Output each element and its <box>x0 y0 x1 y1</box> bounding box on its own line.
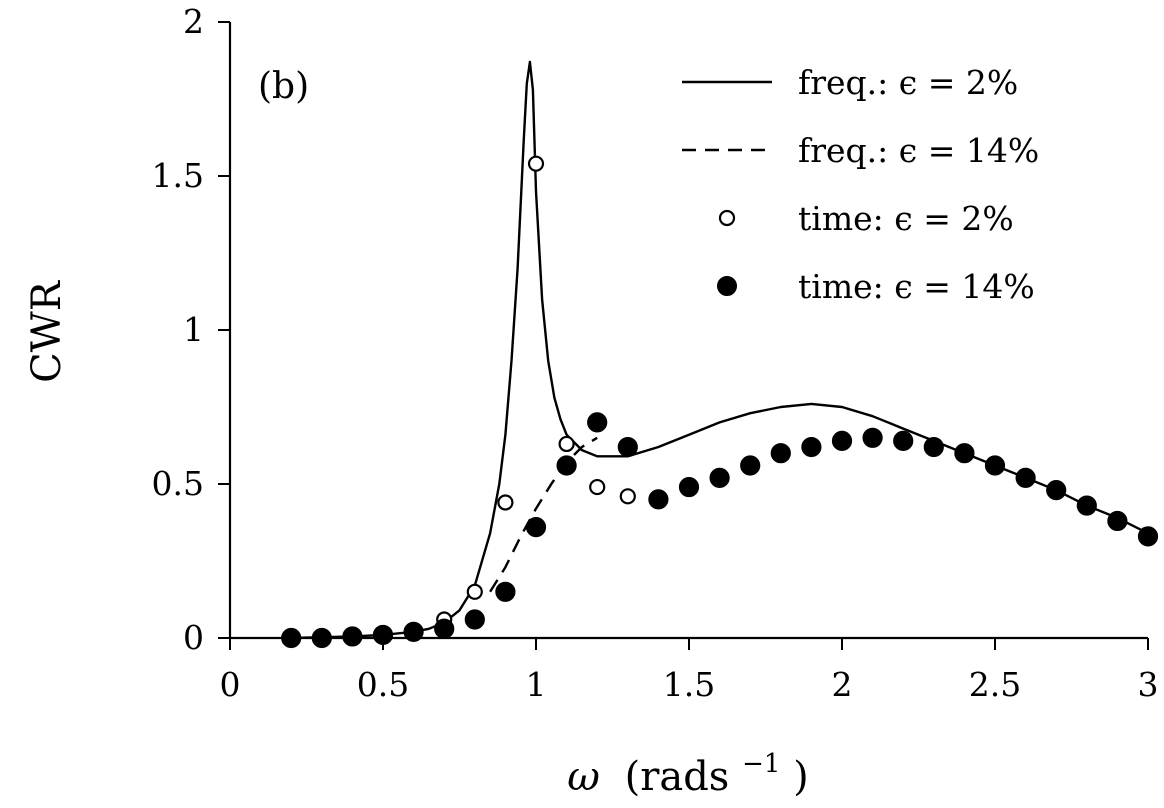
series-3-point <box>619 488 636 505</box>
series-4-point <box>831 430 853 451</box>
series-4-point <box>587 412 608 433</box>
series-4-point <box>893 430 914 451</box>
series-4-point <box>740 455 761 476</box>
series-3-point <box>558 435 575 453</box>
y-tick-label: 2 <box>183 2 204 41</box>
y-tick-label: 1.5 <box>152 156 204 195</box>
legend-label: time: ϵ = 14% <box>798 267 1035 306</box>
x-tick-label: 0 <box>220 665 241 704</box>
series-4-point <box>464 609 485 630</box>
y-axis-label: CWR <box>24 279 70 383</box>
series-4-point <box>372 624 394 646</box>
series-4-point <box>525 517 547 538</box>
series-4-point <box>281 627 302 649</box>
axis-ticks: 0 0.5 1 1.5 2 2.5 3 0 0.5 1 1.5 2 <box>152 2 1159 704</box>
legend-marker-filled-circle <box>717 276 737 296</box>
x-tick-label: 0.5 <box>357 665 409 704</box>
series-4-point <box>434 618 455 639</box>
series-4-point <box>678 476 700 498</box>
y-tick-label: 0.5 <box>152 464 204 503</box>
series-layer <box>281 60 1159 649</box>
legend-label: freq.: ϵ = 14% <box>798 131 1039 170</box>
panel-label: (b) <box>258 66 309 107</box>
series-4-point <box>1107 510 1128 532</box>
x-axis-unit: (rads <box>625 754 730 800</box>
series-4-point <box>709 467 730 488</box>
x-tick-label: 3 <box>1138 665 1159 704</box>
series-4-point <box>617 436 638 458</box>
series-4-point <box>311 627 332 649</box>
series-4-point <box>1046 480 1067 501</box>
series-4-point <box>1137 526 1159 547</box>
series-4-point <box>403 621 424 642</box>
series-4-point <box>1015 467 1036 488</box>
x-tick-label: 1 <box>526 665 547 704</box>
series-4-point <box>954 443 975 464</box>
legend-label: time: ϵ = 2% <box>798 199 1014 238</box>
legend-marker-open-circle <box>718 209 736 227</box>
series-4-point <box>923 436 944 458</box>
x-tick-label: 2.5 <box>969 665 1021 704</box>
series-4-point <box>1076 495 1097 516</box>
series-3-point <box>466 583 483 600</box>
plot-axes <box>228 22 1148 640</box>
series-4-point <box>556 455 577 476</box>
series-4-point <box>862 427 883 448</box>
series-4-point <box>495 581 516 602</box>
y-tick-label: 0 <box>183 618 204 657</box>
x-tick-label: 2 <box>832 665 853 704</box>
x-tick-label: 1.5 <box>663 665 715 704</box>
series-4-point <box>342 626 363 647</box>
x-axis-label: ω (rads −1 ) <box>567 736 808 800</box>
series-4-point <box>984 455 1006 476</box>
series-4-point <box>770 443 791 464</box>
x-axis-exponent: −1 <box>742 749 780 779</box>
series-2-line <box>489 436 598 593</box>
y-tick-label: 1 <box>183 310 204 349</box>
series-3-point <box>589 478 606 496</box>
x-axis-symbol: ω <box>567 754 600 800</box>
series-4-point <box>648 489 669 510</box>
series-3-point <box>527 155 545 172</box>
x-axis-close: ) <box>793 754 809 800</box>
legend: freq.: ϵ = 2% freq.: ϵ = 14% time: ϵ = 2% t… <box>682 63 1039 306</box>
legend-label: freq.: ϵ = 2% <box>798 63 1018 102</box>
series-3-point <box>497 494 514 511</box>
series-4-point <box>801 436 822 458</box>
